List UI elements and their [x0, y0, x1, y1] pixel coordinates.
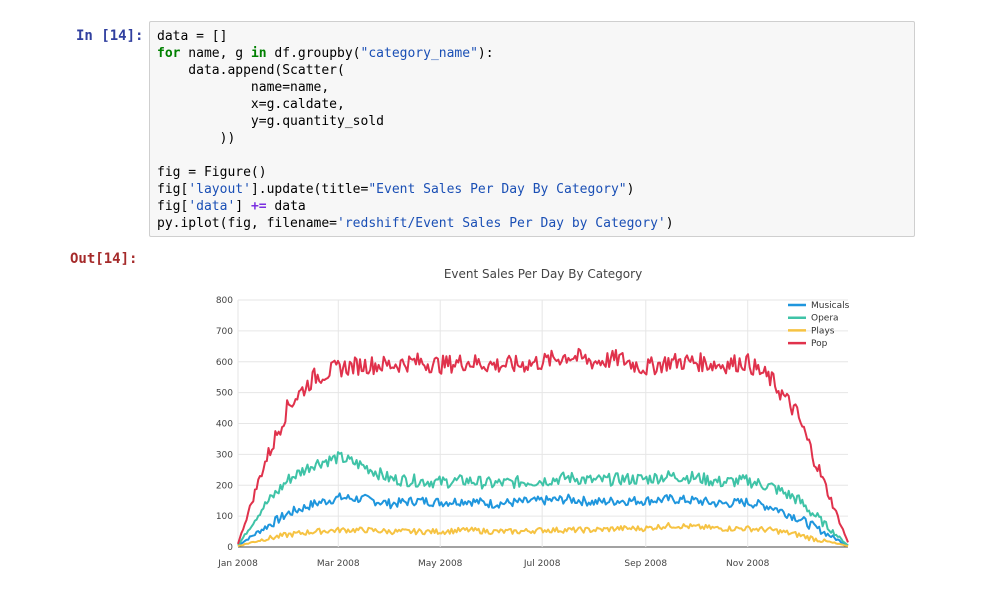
code-editor[interactable]: data = [] for name, g in df.groupby("cat…	[157, 28, 674, 232]
code-token: fig[	[157, 182, 189, 197]
code-line: data = []	[157, 29, 227, 44]
x-tick-label: Mar 2008	[317, 559, 360, 569]
code-token: "category_name"	[360, 46, 478, 61]
output-prompt: Out[14]:	[70, 251, 138, 267]
line-chart[interactable]: Event Sales Per Day By Category 0 100 200 30…	[200, 256, 860, 586]
code-line: py.iplot(fig, filename='redshift/Event S…	[157, 216, 674, 231]
code-token: ]	[235, 199, 251, 214]
code-token: data.append(Scatter(	[157, 63, 345, 78]
x-tick-label: Jul 2008	[523, 559, 561, 569]
code-cell[interactable]: data = [] for name, g in df.groupby("cat…	[149, 21, 915, 237]
legend-label: Pop	[811, 339, 828, 349]
code-line: fig['layout'].update(title="Event Sales …	[157, 182, 634, 197]
x-tick-label: Sep 2008	[624, 559, 667, 569]
x-tick-label: Nov 2008	[726, 559, 770, 569]
code-line: name=name,	[157, 80, 329, 95]
y-tick-label: 400	[216, 420, 233, 430]
y-tick-label: 700	[216, 327, 233, 337]
code-token: x=g.caldate,	[157, 97, 345, 112]
y-tick-label: 600	[216, 358, 233, 368]
y-tick-label: 300	[216, 450, 233, 460]
code-token: fig[	[157, 199, 189, 214]
code-token: for	[157, 46, 181, 61]
code-token: fig = Figure()	[157, 165, 267, 180]
y-tick-label: 0	[227, 543, 233, 553]
code-line: data.append(Scatter(	[157, 63, 345, 78]
code-token: 'redshift/Event Sales Per Day by Categor…	[337, 216, 666, 231]
code-line: for name, g in df.groupby("category_name…	[157, 46, 494, 61]
series-line-opera	[237, 451, 849, 547]
code-token: "Event Sales Per Day By Category"	[368, 182, 627, 197]
input-prompt: In [14]:	[76, 28, 144, 44]
code-line: ))	[157, 131, 236, 146]
series-line-musicals	[237, 492, 849, 547]
code-token: ].update(title=	[250, 182, 369, 197]
code-line: fig = Figure()	[157, 165, 267, 180]
legend-label: Musicals	[811, 301, 850, 311]
chart-container[interactable]: Event Sales Per Day By Category 0 100 200 30…	[200, 256, 860, 590]
y-tick-label: 100	[216, 512, 233, 522]
code-token: data	[266, 199, 306, 214]
code-token: y=g.quantity_sold	[157, 114, 384, 129]
code-token: name=name,	[157, 80, 330, 95]
x-tick-label: Jan 2008	[217, 559, 258, 569]
code-token: in	[250, 46, 267, 61]
code-token: 'layout'	[188, 182, 251, 197]
legend-label: Opera	[811, 314, 839, 324]
series-line-pop	[237, 347, 849, 545]
code-line: y=g.quantity_sold	[157, 114, 384, 129]
code-token: )	[626, 182, 635, 197]
code-token: ):	[477, 46, 494, 61]
code-token: data = []	[157, 29, 228, 44]
code-token: )	[665, 216, 674, 231]
y-tick-label: 500	[216, 389, 233, 399]
code-token: py.iplot(fig, filename=	[157, 216, 338, 231]
x-tick-label: May 2008	[418, 559, 463, 569]
code-token: +=	[250, 199, 267, 214]
code-token: df.groupby(	[266, 46, 361, 61]
code-token: 'data'	[188, 199, 236, 214]
legend-label: Plays	[811, 326, 835, 336]
code-line: fig['data'] += data	[157, 199, 306, 214]
series-line-plays	[237, 522, 849, 548]
y-tick-label: 800	[216, 296, 233, 306]
chart-title: Event Sales Per Day By Category	[444, 267, 642, 281]
y-tick-label: 200	[216, 481, 233, 491]
code-token: name, g	[180, 46, 251, 61]
code-line: x=g.caldate,	[157, 97, 345, 112]
code-token: ))	[157, 131, 236, 146]
